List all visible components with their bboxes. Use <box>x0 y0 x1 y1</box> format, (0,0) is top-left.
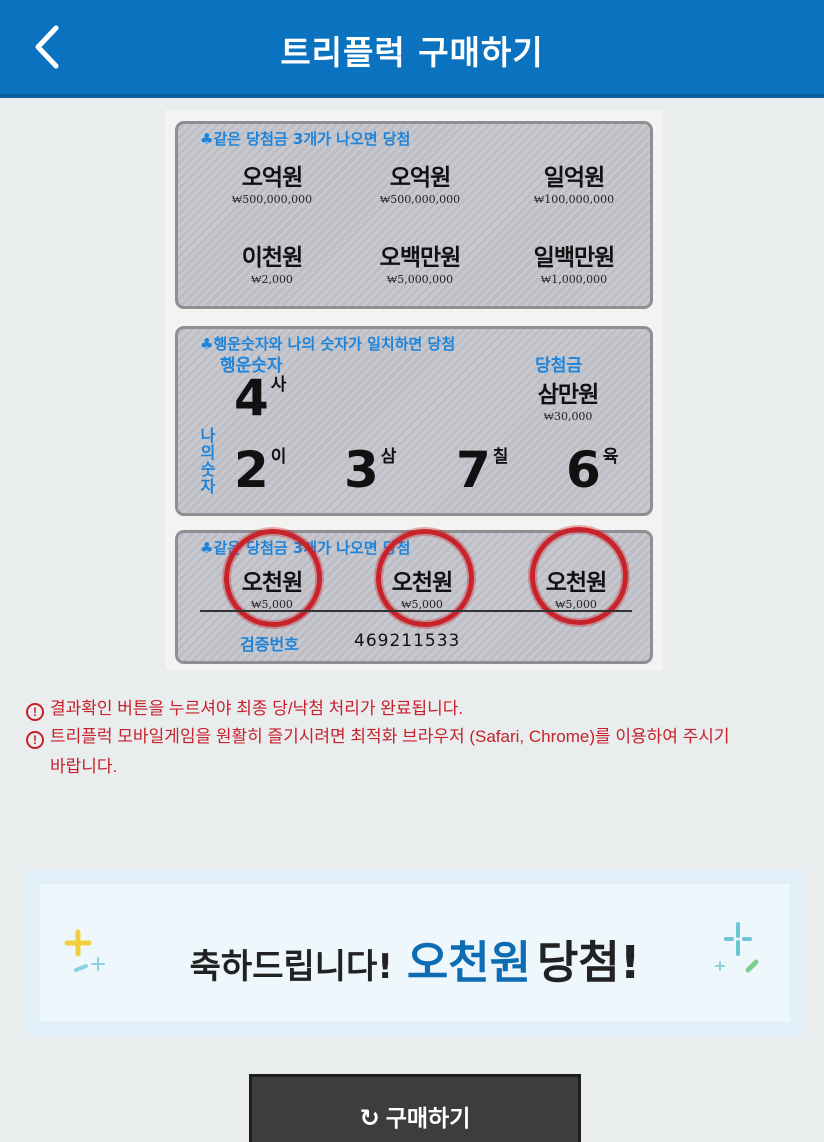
prize-name: 이천원 <box>241 245 303 271</box>
verify-number-label: 검증번호 <box>240 635 299 654</box>
my-number-reading: 육 <box>602 447 619 467</box>
prize-cell: 오억원 ₩500,000,000 <box>202 158 342 206</box>
app-header: 트리플럭 구매하기 <box>0 0 824 98</box>
congrats-prize: 오천원 <box>406 936 532 989</box>
my-number-digit: 3 <box>344 441 379 499</box>
notice-browser: ! 트리플럭 모바일게임을 원활히 즐기시려면 최적화 브라우저 (Safari,… <box>26 722 806 782</box>
congrats-suffix: 당첨! <box>537 936 641 989</box>
congrats-message: 축하드립니다! 오천원 당첨! <box>40 926 790 991</box>
refresh-icon: ↻ <box>359 1104 380 1132</box>
my-number-reading: 칠 <box>492 447 509 467</box>
prize-name: 오백만원 <box>379 245 462 271</box>
prize-amount: ₩5,000 <box>251 598 293 611</box>
my-number-reading: 삼 <box>380 447 397 467</box>
prize-amount: ₩30,000 <box>543 410 593 423</box>
prize-cell: 오천원 ₩5,000 <box>202 563 342 611</box>
page-title: 트리플럭 구매하기 <box>280 33 544 72</box>
prize-amount: ₩500,000,000 <box>231 193 313 206</box>
prize-cell: 오백만원 ₩5,000,000 <box>350 238 490 286</box>
notice-result-confirm: ! 결과확인 버튼을 누르셔야 최종 당/낙첨 처리가 완료됩니다. <box>26 694 463 724</box>
prize-name: 오천원 <box>545 570 607 596</box>
ticket-section-match-three: ♣같은 당첨금 3개가 나오면 당첨 오억원 ₩500,000,000 오억원 … <box>175 121 653 309</box>
notice-text: 트리플럭 모바일게임을 원활히 즐기시려면 최적화 브라우저 (Safari, … <box>50 727 730 746</box>
section-caption: ♣같은 당첨금 3개가 나오면 당첨 <box>200 130 411 148</box>
my-number-digit: 6 <box>566 441 601 499</box>
lucky-number-reading: 사 <box>270 375 287 395</box>
ticket-divider <box>200 610 632 612</box>
prize-amount: ₩2,000 <box>251 273 293 286</box>
my-numbers-label: 나의숫자 <box>200 426 216 496</box>
prize-cell: 일억원 ₩100,000,000 <box>504 158 644 206</box>
buy-again-button[interactable]: ↻ 구매하기 <box>249 1074 581 1142</box>
sparkle-icon <box>715 922 759 973</box>
congrats-prefix: 축하드립니다! <box>189 947 393 987</box>
congrats-banner: 축하드립니다! 오천원 당첨! <box>26 870 804 1036</box>
prize-label: 당첨금 <box>535 356 582 376</box>
prize-amount: ₩5,000 <box>401 598 443 611</box>
prize-name: 일백만원 <box>533 245 616 271</box>
section-caption: ♣행운숫자와 나의 숫자가 일치하면 당첨 <box>200 335 456 353</box>
prize-cell: 삼만원 ₩30,000 <box>498 375 638 423</box>
warning-icon: ! <box>26 731 44 749</box>
warning-icon: ! <box>26 703 44 721</box>
my-number-digit: 7 <box>456 441 491 499</box>
my-number-digit: 2 <box>234 441 269 499</box>
prize-name: 오천원 <box>391 570 453 596</box>
prize-amount: ₩5,000,000 <box>386 273 454 286</box>
back-button[interactable] <box>26 22 70 72</box>
lottery-ticket: ♣같은 당첨금 3개가 나오면 당첨 오억원 ₩500,000,000 오억원 … <box>165 110 663 670</box>
ticket-section-result: ♣같은 당첨금 3개가 나오면 당첨 오천원 ₩5,000 오천원 ₩5,000… <box>175 520 653 664</box>
sparkle-icon <box>64 929 105 972</box>
lucky-number-digit: 4 <box>234 369 269 427</box>
buy-button-label: 구매하기 <box>385 1106 471 1132</box>
prize-cell: 오천원 ₩5,000 <box>352 563 492 611</box>
notice-text-continued: 바랍니다. <box>50 757 118 776</box>
notice-text: 결과확인 버튼을 누르셔야 최종 당/낙첨 처리가 완료됩니다. <box>50 699 464 718</box>
prize-amount: ₩100,000,000 <box>533 193 615 206</box>
lucky-number-label: 행운숫자 <box>220 356 283 376</box>
prize-name: 오억원 <box>241 165 303 191</box>
my-number-reading: 이 <box>270 447 287 467</box>
congrats-inner: 축하드립니다! 오천원 당첨! <box>40 884 790 1022</box>
prize-name: 오천원 <box>241 570 303 596</box>
prize-cell: 오억원 ₩500,000,000 <box>350 158 490 206</box>
prize-cell: 이천원 ₩2,000 <box>202 238 342 286</box>
prize-amount: ₩5,000 <box>555 598 597 611</box>
prize-amount: ₩500,000,000 <box>379 193 461 206</box>
chevron-left-icon <box>35 25 59 69</box>
prize-name: 오억원 <box>389 165 451 191</box>
prize-name: 일억원 <box>543 165 605 191</box>
prize-cell: 일백만원 ₩1,000,000 <box>504 238 644 286</box>
prize-amount: ₩1,000,000 <box>540 273 608 286</box>
verify-number: 469211533 <box>354 631 461 651</box>
winning-circle-mark <box>523 520 635 632</box>
prize-name: 삼만원 <box>537 382 599 408</box>
prize-cell: 오천원 ₩5,000 <box>506 563 646 611</box>
section-caption: ♣같은 당첨금 3개가 나오면 당첨 <box>200 539 411 557</box>
buy-button-content: ↻ 구매하기 <box>252 1099 578 1133</box>
